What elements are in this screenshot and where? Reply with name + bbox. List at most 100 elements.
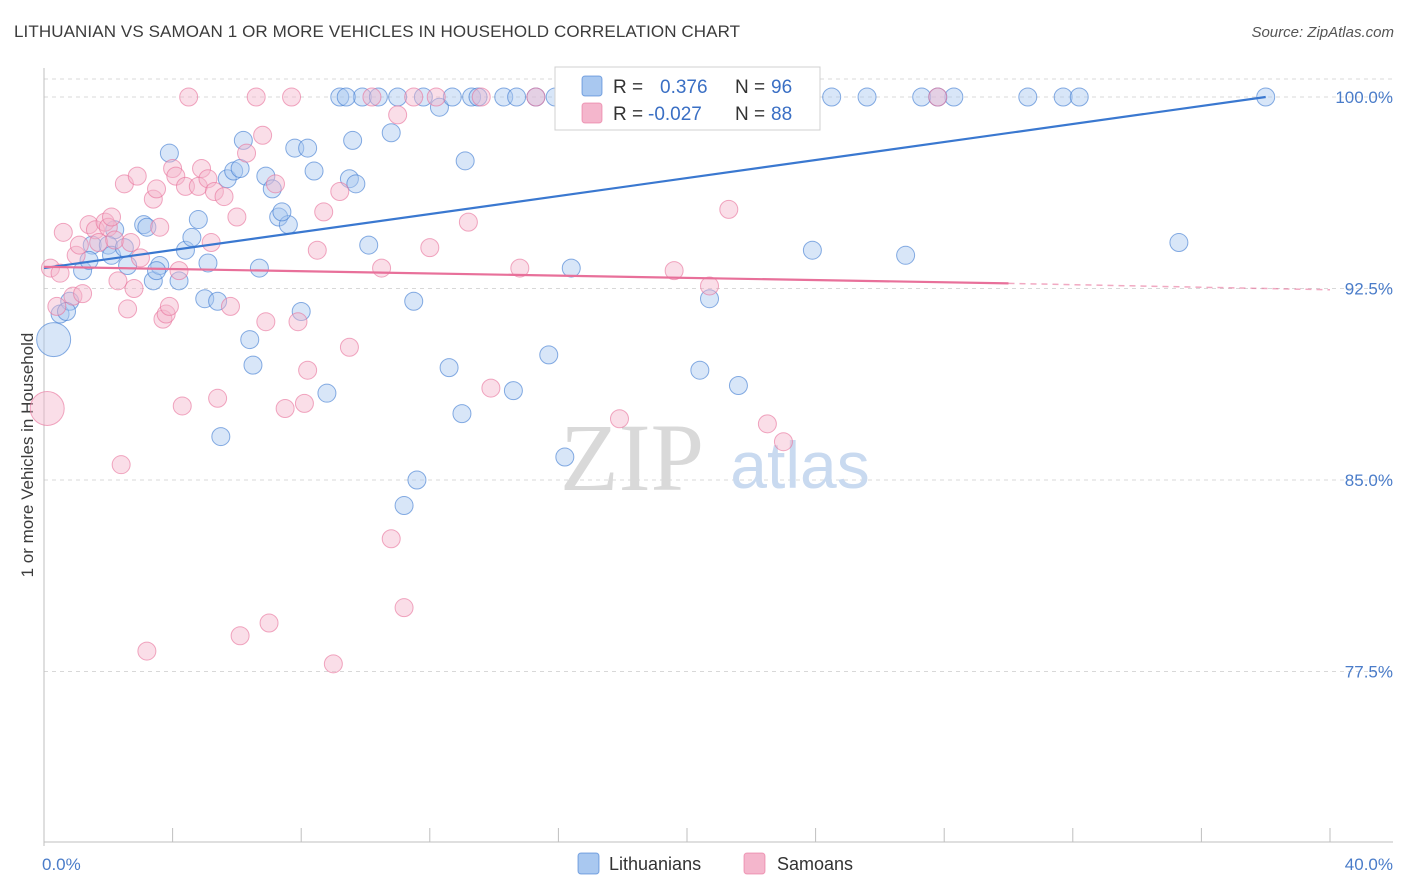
data-point bbox=[182, 227, 202, 247]
data-point bbox=[259, 613, 279, 633]
y-tick-label: 100.0% bbox=[1335, 88, 1393, 107]
data-point bbox=[98, 217, 118, 237]
data-point bbox=[227, 207, 247, 227]
trend-line-extension-samoans bbox=[1008, 282, 1331, 291]
legend-r-label: R = bbox=[613, 77, 643, 98]
series-legend-swatch-samoans bbox=[743, 852, 766, 875]
data-point bbox=[609, 409, 629, 429]
data-point bbox=[510, 258, 530, 278]
data-point bbox=[253, 125, 273, 145]
data-point bbox=[298, 138, 318, 158]
data-point bbox=[137, 641, 157, 661]
data-point bbox=[291, 301, 311, 321]
data-point bbox=[36, 322, 72, 358]
data-point bbox=[462, 87, 482, 107]
data-point bbox=[394, 496, 414, 516]
data-point bbox=[372, 258, 392, 278]
watermark: ZIP atlas bbox=[560, 404, 870, 511]
data-point bbox=[394, 598, 414, 618]
data-point bbox=[555, 447, 575, 467]
data-point bbox=[1018, 87, 1038, 107]
legend-n-label: N = bbox=[735, 77, 765, 98]
data-point bbox=[163, 158, 183, 178]
data-point bbox=[700, 276, 720, 296]
data-point bbox=[857, 87, 877, 107]
data-point bbox=[455, 151, 475, 171]
data-point bbox=[249, 258, 269, 278]
data-point bbox=[294, 393, 314, 413]
data-point bbox=[269, 207, 289, 227]
data-point bbox=[381, 529, 401, 549]
data-point bbox=[208, 291, 228, 311]
data-point bbox=[159, 143, 179, 163]
data-point bbox=[330, 181, 350, 201]
data-point bbox=[29, 391, 65, 427]
x-tick-label: 40.0% bbox=[1345, 855, 1393, 874]
data-point bbox=[188, 210, 208, 230]
data-point bbox=[719, 199, 739, 219]
data-point bbox=[420, 238, 440, 258]
data-point bbox=[79, 215, 99, 235]
data-point bbox=[458, 212, 478, 232]
data-point bbox=[156, 304, 176, 324]
series-legend-label-samoans: Samoans bbox=[777, 854, 853, 874]
data-point bbox=[481, 378, 501, 398]
data-point bbox=[95, 212, 115, 232]
data-point bbox=[429, 97, 449, 117]
series-legend: Lithuanians Samoans bbox=[577, 852, 853, 875]
data-point bbox=[130, 248, 150, 268]
data-point bbox=[368, 87, 388, 107]
data-point bbox=[323, 654, 343, 674]
data-point bbox=[442, 87, 462, 107]
data-point bbox=[47, 296, 67, 316]
data-point bbox=[246, 87, 266, 107]
data-point bbox=[211, 427, 231, 447]
data-point bbox=[198, 253, 218, 273]
legend-n-samoans: 88 bbox=[771, 104, 792, 125]
watermark-zip: ZIP bbox=[560, 404, 704, 511]
data-point bbox=[204, 181, 224, 201]
data-point bbox=[214, 187, 234, 207]
data-point bbox=[237, 143, 257, 163]
data-point bbox=[150, 217, 170, 237]
data-point bbox=[169, 261, 189, 281]
data-point bbox=[1069, 87, 1089, 107]
data-point bbox=[439, 358, 459, 378]
data-point bbox=[89, 233, 109, 253]
data-point bbox=[452, 404, 472, 424]
data-point bbox=[73, 284, 93, 304]
data-point bbox=[192, 158, 212, 178]
y-tick-labels: 77.5% 85.0% 92.5% 100.0% bbox=[1335, 88, 1393, 682]
data-point bbox=[53, 222, 73, 242]
data-point bbox=[388, 105, 408, 125]
data-point bbox=[426, 87, 446, 107]
data-point bbox=[664, 261, 684, 281]
data-point bbox=[159, 296, 179, 316]
data-point bbox=[381, 123, 401, 143]
legend-r-samoans: -0.027 bbox=[648, 104, 702, 125]
data-point bbox=[944, 87, 964, 107]
y-tick-label: 92.5% bbox=[1345, 280, 1393, 299]
data-point bbox=[307, 240, 327, 260]
data-point bbox=[50, 263, 70, 283]
legend-r-lithuanians: 0.376 bbox=[660, 77, 708, 98]
data-point bbox=[288, 312, 308, 332]
data-point bbox=[343, 130, 363, 150]
data-point bbox=[317, 383, 337, 403]
data-point bbox=[346, 174, 366, 194]
data-point bbox=[240, 330, 260, 350]
data-point bbox=[134, 215, 154, 235]
data-point bbox=[388, 87, 408, 107]
chart-title: LITHUANIAN VS SAMOAN 1 OR MORE VEHICLES … bbox=[14, 22, 741, 41]
data-point bbox=[111, 455, 131, 475]
data-point bbox=[912, 87, 932, 107]
data-point bbox=[336, 87, 356, 107]
data-point bbox=[275, 399, 295, 419]
legend-n-lithuanians: 96 bbox=[771, 77, 792, 98]
data-point bbox=[272, 202, 292, 222]
data-point bbox=[822, 87, 842, 107]
y-tick-label: 77.5% bbox=[1345, 663, 1393, 682]
data-point bbox=[102, 207, 122, 227]
data-point bbox=[256, 312, 276, 332]
